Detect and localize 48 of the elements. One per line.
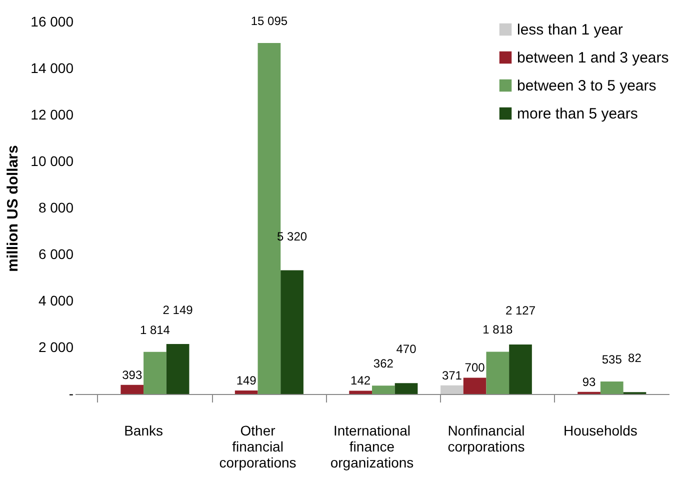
bar (486, 352, 510, 394)
bar (372, 386, 395, 394)
data-label: 5 320 (277, 229, 308, 244)
y-tick-label: 8 000 (38, 200, 74, 216)
data-label: 362 (373, 356, 394, 371)
data-label: 142 (350, 374, 371, 388)
data-label: 2 127 (505, 304, 536, 318)
y-axis-title: million US dollars (4, 145, 22, 272)
bar (166, 344, 190, 394)
data-label: 2 149 (162, 303, 194, 318)
legend-label: less than 1 year (517, 22, 623, 38)
data-label: 535 (602, 352, 622, 367)
y-tick-label: 12 000 (30, 106, 74, 122)
y-tick-label: 10 000 (30, 153, 74, 169)
y-tick-label: 6 000 (38, 246, 74, 262)
y-tick-label: 4 000 (38, 292, 74, 308)
data-label: 82 (628, 351, 642, 366)
bar (120, 384, 144, 394)
data-label: 15 095 (250, 14, 288, 28)
x-tick-label: International finance organizations (330, 422, 414, 470)
bar (509, 344, 532, 394)
bar (280, 270, 304, 394)
x-tick-label: Other financial corporations (219, 422, 296, 470)
data-label: 93 (582, 374, 596, 389)
data-label: 371 (442, 368, 462, 382)
bar (234, 390, 258, 394)
data-label: 393 (122, 368, 142, 382)
bar (394, 383, 418, 394)
x-tick-label: Banks (124, 422, 163, 438)
legend-label: between 1 and 3 years (517, 50, 669, 66)
bar (440, 385, 464, 394)
data-label: 700 (464, 360, 486, 375)
bar (600, 382, 624, 394)
data-label: 470 (396, 342, 417, 356)
legend-label: between 3 to 5 years (517, 78, 656, 94)
y-tick-label: - (68, 386, 74, 402)
legend-label: more than 5 years (517, 106, 638, 122)
data-label: 1 814 (140, 322, 170, 337)
bar (144, 352, 166, 394)
y-tick-label: 16 000 (30, 14, 74, 30)
data-label: 149 (236, 374, 257, 388)
x-tick-label: Nonfinancial corporations (448, 422, 525, 454)
y-tick-label: 14 000 (30, 60, 74, 76)
bar (463, 378, 486, 394)
y-tick-label: 2 000 (38, 339, 74, 355)
data-label: 1 818 (482, 322, 513, 337)
x-tick-label: Households (563, 422, 638, 438)
bar (349, 390, 372, 394)
